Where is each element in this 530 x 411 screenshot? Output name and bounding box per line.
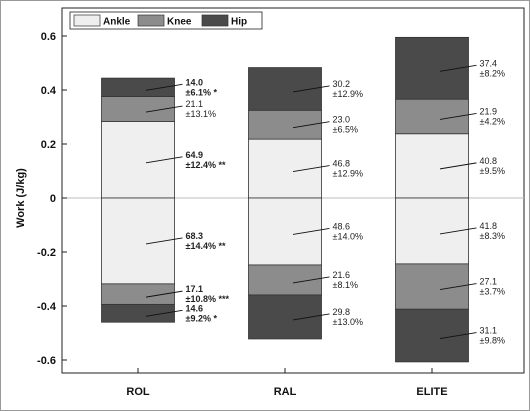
- annotation-label: 21.6 ±8.1%: [333, 270, 358, 290]
- bar-segment-rol-hip-negative: [101, 303, 175, 323]
- annotation-label: 14.6 ±9.2% *: [186, 303, 218, 323]
- x-tick-label: ROL: [126, 386, 150, 398]
- y-tick-label: 0.6: [41, 31, 56, 43]
- annotation-sd: ±12.4% **: [186, 160, 226, 170]
- annotation-sd: ±6.1% *: [186, 87, 218, 97]
- annotation-label: 14.0 ±6.1% *: [186, 77, 218, 97]
- annotation-label: 29.8 ±13.0%: [333, 307, 363, 327]
- y-tick-label: -0.6: [37, 355, 56, 367]
- annotation-label: 68.3 ±14.4% **: [186, 231, 226, 251]
- annotation-label: 41.8 ±8.3%: [480, 221, 505, 241]
- annotation-label: 30.2 ±12.9%: [333, 79, 363, 99]
- annotation-leader-line: [292, 165, 330, 173]
- annotation-value: 27.1: [480, 277, 498, 287]
- annotation-leader-line: [439, 162, 477, 170]
- y-tick-label: 0: [50, 193, 56, 205]
- annotation-label: 17.1 ±10.8% ***: [186, 284, 230, 304]
- annotation-value: 23.0: [333, 115, 351, 125]
- annotation-leader-line: [439, 227, 477, 235]
- annotation-label: 64.9 ±12.4% **: [186, 150, 226, 170]
- annotation-label: 31.1 ±9.8%: [480, 326, 505, 346]
- annotation-sd: ±12.9%: [333, 89, 363, 99]
- annotation-label: 40.8 ±9.5%: [480, 156, 505, 176]
- annotation-label: 21.9 ±4.2%: [480, 106, 505, 126]
- annotation-leader-line: [439, 332, 477, 340]
- annotation-leader-line: [145, 156, 183, 164]
- annotation-sd: ±8.1%: [333, 280, 358, 290]
- annotation-value: 29.8: [333, 307, 351, 317]
- annotation-label: 37.4 ±8.2%: [480, 58, 505, 78]
- annotation-leader-line: [145, 83, 183, 91]
- y-ticks-layer: -0.6 -0.4 -0.2 0 0.2 0.4 0.6: [37, 31, 67, 367]
- annotation-label: 27.1 ±3.7%: [480, 277, 505, 297]
- annotation-sd: ±8.2%: [480, 68, 505, 78]
- plot-area: [61, 7, 525, 374]
- annotation-label: 48.6 ±14.0%: [333, 221, 363, 241]
- annotation-leader-line: [145, 309, 183, 317]
- annotation-label: 21.1 ±13.1%: [186, 99, 216, 119]
- annotation-value: 46.8: [333, 159, 351, 169]
- annotation-value: 40.8: [480, 156, 498, 166]
- annotation-sd: ±4.2%: [480, 116, 505, 126]
- legend-label-knee: Knee: [167, 17, 192, 28]
- annotation-sd: ±9.2% *: [186, 313, 218, 323]
- y-tick-label: -0.2: [37, 247, 56, 259]
- bars-layer: [101, 36, 469, 363]
- x-ticks-layer: ROL RAL ELITE: [126, 368, 448, 398]
- legend-swatch-knee: [137, 14, 165, 27]
- annotation-label: 46.8 ±12.9%: [333, 159, 363, 179]
- annotation-leader-line: [439, 113, 477, 120]
- annotation-sd: ±9.8%: [480, 336, 505, 346]
- annotation-value: 21.9: [480, 106, 498, 116]
- annotation-value: 14.6: [186, 303, 204, 313]
- annotation-value: 14.0: [186, 77, 204, 87]
- x-tick-label: RAL: [274, 386, 297, 398]
- annotation-value: 17.1: [186, 284, 204, 294]
- annotation-sd: ±13.0%: [333, 317, 363, 327]
- annotation-sd: ±14.0%: [333, 231, 363, 241]
- annotation-leader-line: [292, 85, 330, 93]
- legend-swatch-hip: [201, 14, 229, 27]
- annotations-layer: 14.0 ±6.1% *21.1 ±13.1%64.9 ±12.4% **68.3 ±1…: [145, 58, 505, 346]
- y-axis-title: Work (J/kg): [15, 168, 27, 228]
- annotation-leader-line: [439, 64, 477, 72]
- annotation-value: 31.1: [480, 326, 498, 336]
- bar-segment-rol-hip-positive: [101, 77, 175, 97]
- legend: Ankle Knee Hip: [69, 11, 263, 30]
- annotation-leader-line: [292, 228, 330, 235]
- annotation-sd: ±13.1%: [186, 109, 216, 119]
- x-tick-label: ELITE: [416, 386, 447, 398]
- legend-label-ankle: Ankle: [103, 17, 131, 28]
- annotation-value: 30.2: [333, 79, 351, 89]
- annotation-value: 21.1: [186, 99, 204, 109]
- annotation-sd: ±8.3%: [480, 231, 505, 241]
- annotation-leader-line: [292, 276, 330, 284]
- annotation-sd: ±14.4% **: [186, 241, 226, 251]
- annotation-sd: ±10.8% ***: [186, 294, 230, 304]
- annotation-leader-line: [145, 290, 183, 298]
- y-tick-label: -0.4: [37, 301, 57, 313]
- annotation-leader-line: [439, 283, 477, 291]
- annotation-leader-line: [145, 105, 183, 113]
- annotation-sd: ±12.9%: [333, 169, 363, 179]
- y-tick-label: 0.4: [41, 85, 57, 97]
- legend-swatch-ankle: [73, 14, 101, 27]
- annotation-sd: ±3.7%: [480, 287, 505, 297]
- annotation-value: 41.8: [480, 221, 498, 231]
- annotation-value: 21.6: [333, 270, 351, 280]
- annotation-value: 37.4: [480, 58, 498, 68]
- annotation-value: 68.3: [186, 231, 204, 241]
- annotation-value: 64.9: [186, 150, 204, 160]
- annotation-leader-line: [292, 313, 330, 321]
- annotation-sd: ±6.5%: [333, 125, 358, 135]
- annotation-leader-line: [292, 121, 330, 129]
- annotation-leader-line: [145, 237, 183, 245]
- annotation-sd: ±9.5%: [480, 166, 505, 176]
- annotation-value: 48.6: [333, 221, 351, 231]
- annotation-label: 23.0 ±6.5%: [333, 115, 358, 135]
- y-tick-label: 0.2: [41, 139, 56, 151]
- legend-label-hip: Hip: [231, 17, 247, 28]
